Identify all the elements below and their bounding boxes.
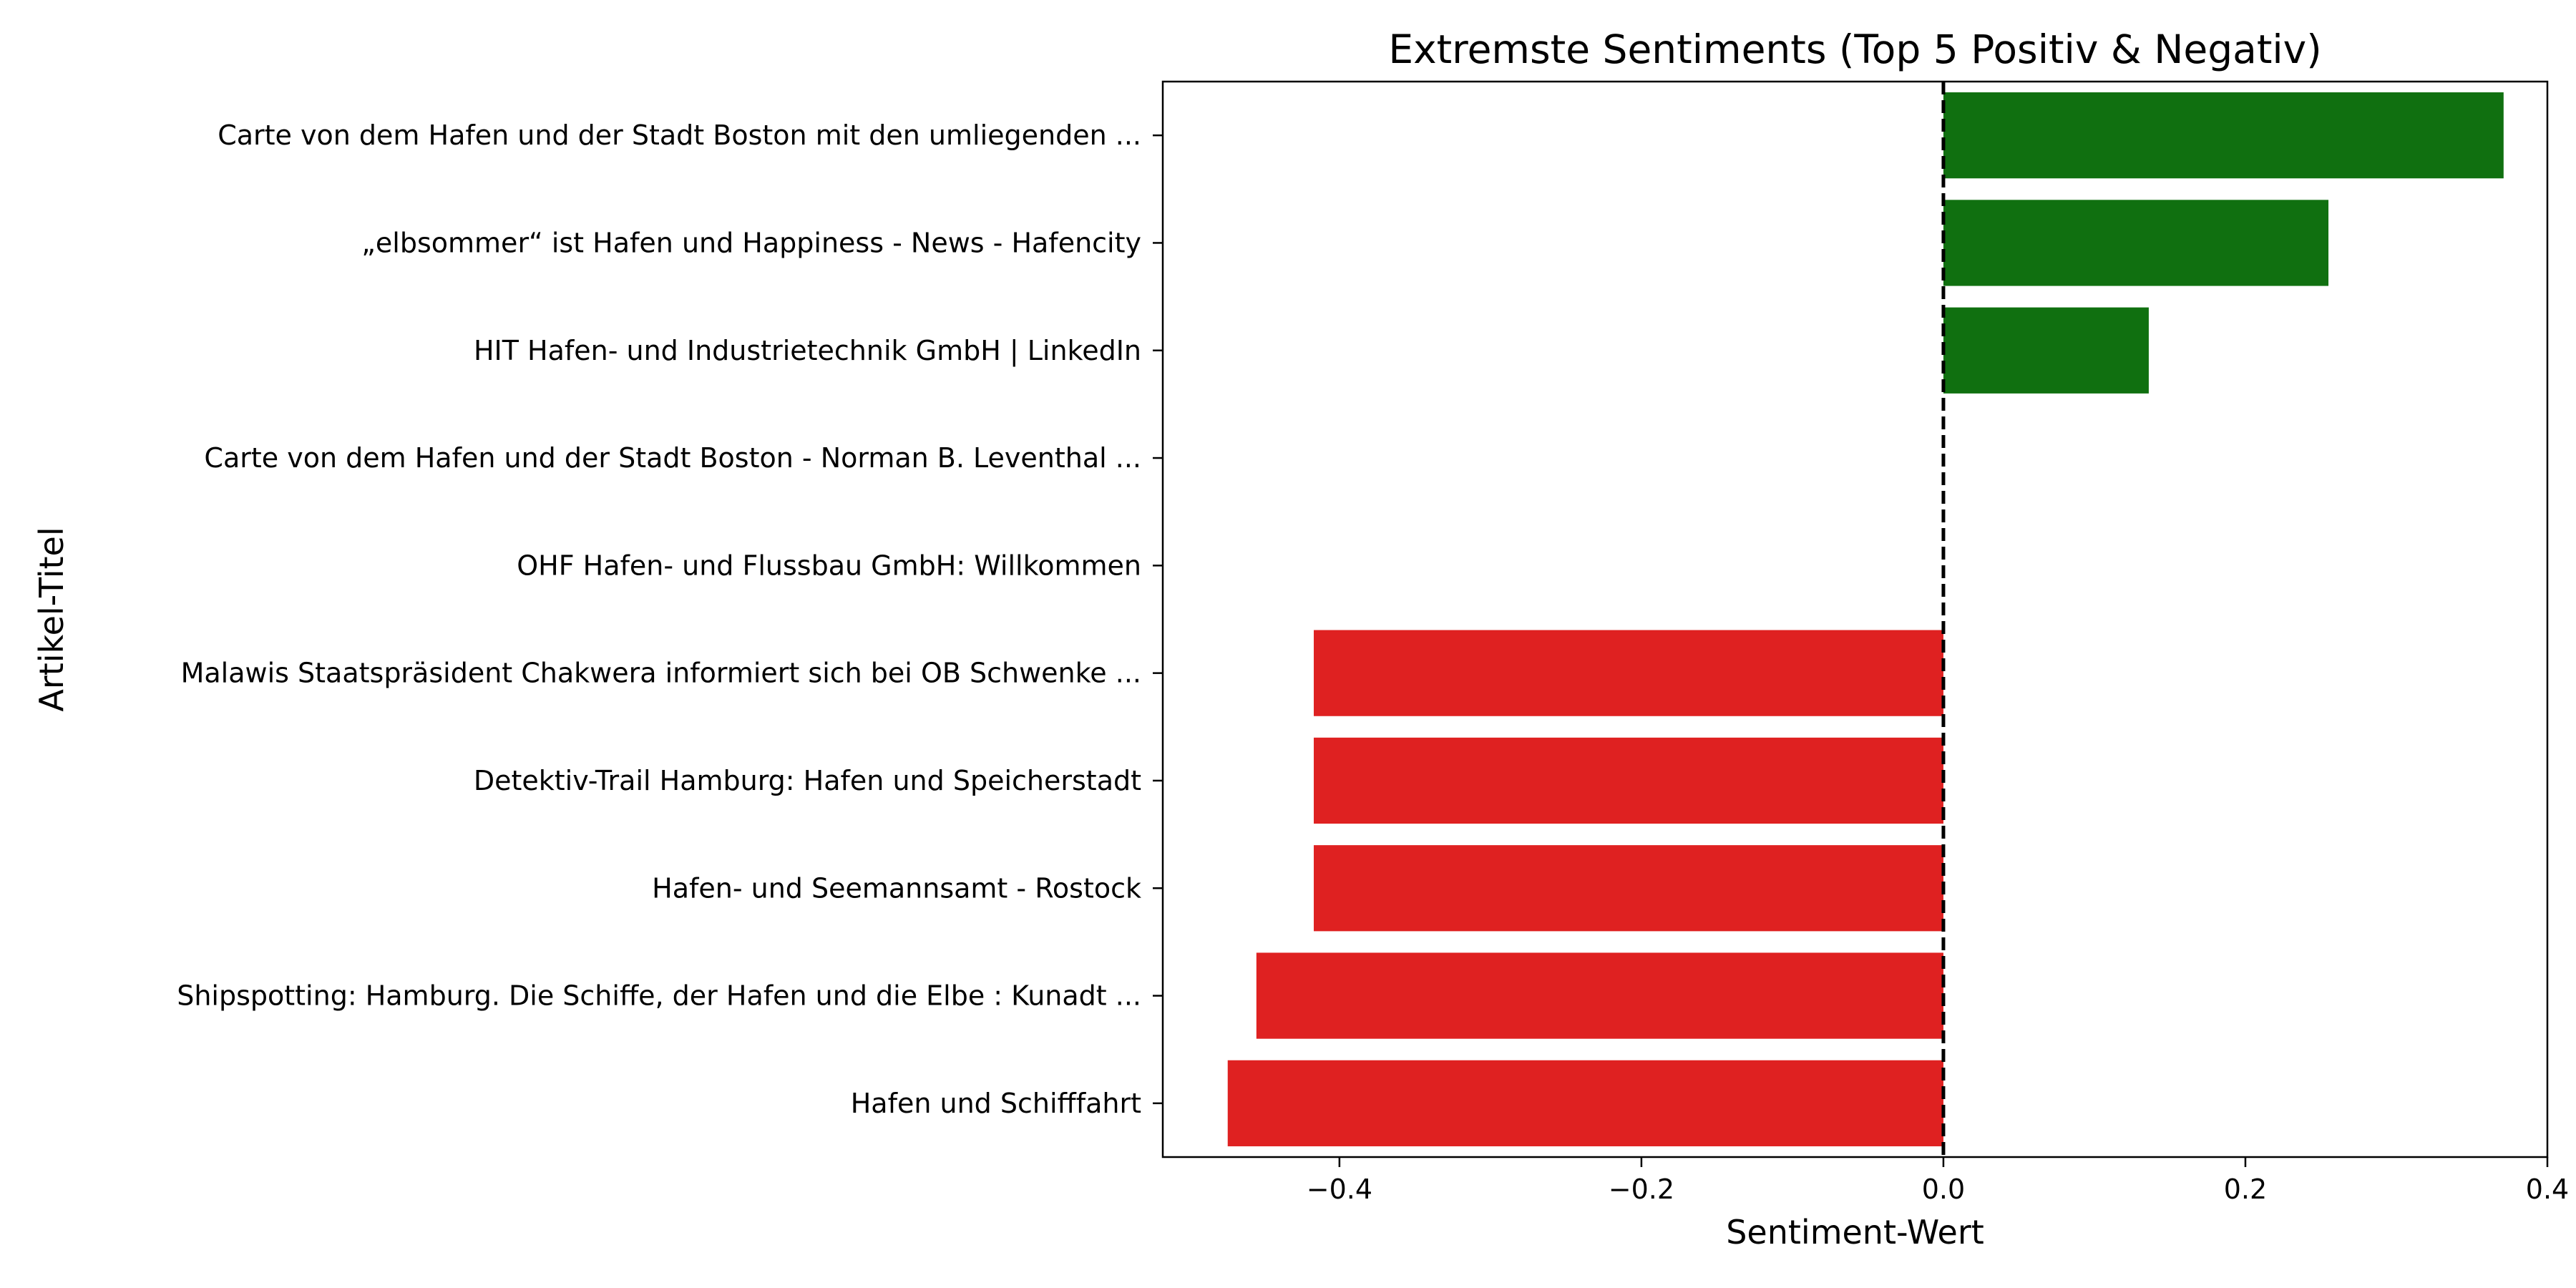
y-tick-label-1: „elbsommer“ ist Hafen und Happiness - Ne…	[361, 227, 1141, 258]
chart-title: Extremste Sentiments (Top 5 Positiv & Ne…	[1388, 26, 2321, 72]
y-tick-label-0: Carte von dem Hafen und der Stadt Boston…	[218, 119, 1141, 151]
y-tick-label-2: HIT Hafen- und Industrietechnik GmbH | L…	[474, 335, 1141, 367]
bar-7	[1314, 845, 1943, 932]
y-tick-label-6: Detektiv-Trail Hamburg: Hafen und Speich…	[474, 765, 1141, 796]
bars-group	[1227, 92, 2504, 1146]
x-axis-title: Sentiment-Wert	[1726, 1213, 1984, 1252]
x-tick-label-1: −0.2	[1609, 1174, 1674, 1205]
y-tick-label-9: Hafen und Schifffahrt	[851, 1088, 1141, 1119]
bar-5	[1314, 630, 1943, 716]
bar-9	[1227, 1060, 1943, 1146]
y-tick-label-3: Carte von dem Hafen und der Stadt Boston…	[204, 442, 1141, 474]
x-tick-label-4: 0.4	[2526, 1174, 2569, 1205]
plot-frame	[1161, 80, 2549, 1158]
x-tick-label-3: 0.2	[2224, 1174, 2267, 1205]
bar-8	[1256, 952, 1943, 1039]
bar-6	[1314, 737, 1943, 824]
bar-2	[1943, 307, 2149, 394]
bar-0	[1943, 92, 2504, 179]
x-axis-ticks: −0.4 −0.2 0.0 0.2 0.4	[1307, 1157, 2569, 1205]
y-axis-title: Artikel-Titel	[32, 527, 71, 711]
x-tick-label-0: −0.4	[1307, 1174, 1372, 1205]
y-tick-label-4: OHF Hafen- und Flussbau GmbH: Willkommen	[517, 550, 1141, 581]
bar-1	[1943, 200, 2329, 286]
y-tick-label-7: Hafen- und Seemannsamt - Rostock	[652, 872, 1141, 904]
y-tick-label-8: Shipspotting: Hamburg. Die Schiffe, der …	[177, 980, 1141, 1012]
y-axis-ticks: Carte von dem Hafen und der Stadt Boston…	[177, 119, 1163, 1119]
x-tick-label-2: 0.0	[1922, 1174, 1965, 1205]
y-tick-label-5: Malawis Staatspräsident Chakwera informi…	[181, 658, 1141, 689]
